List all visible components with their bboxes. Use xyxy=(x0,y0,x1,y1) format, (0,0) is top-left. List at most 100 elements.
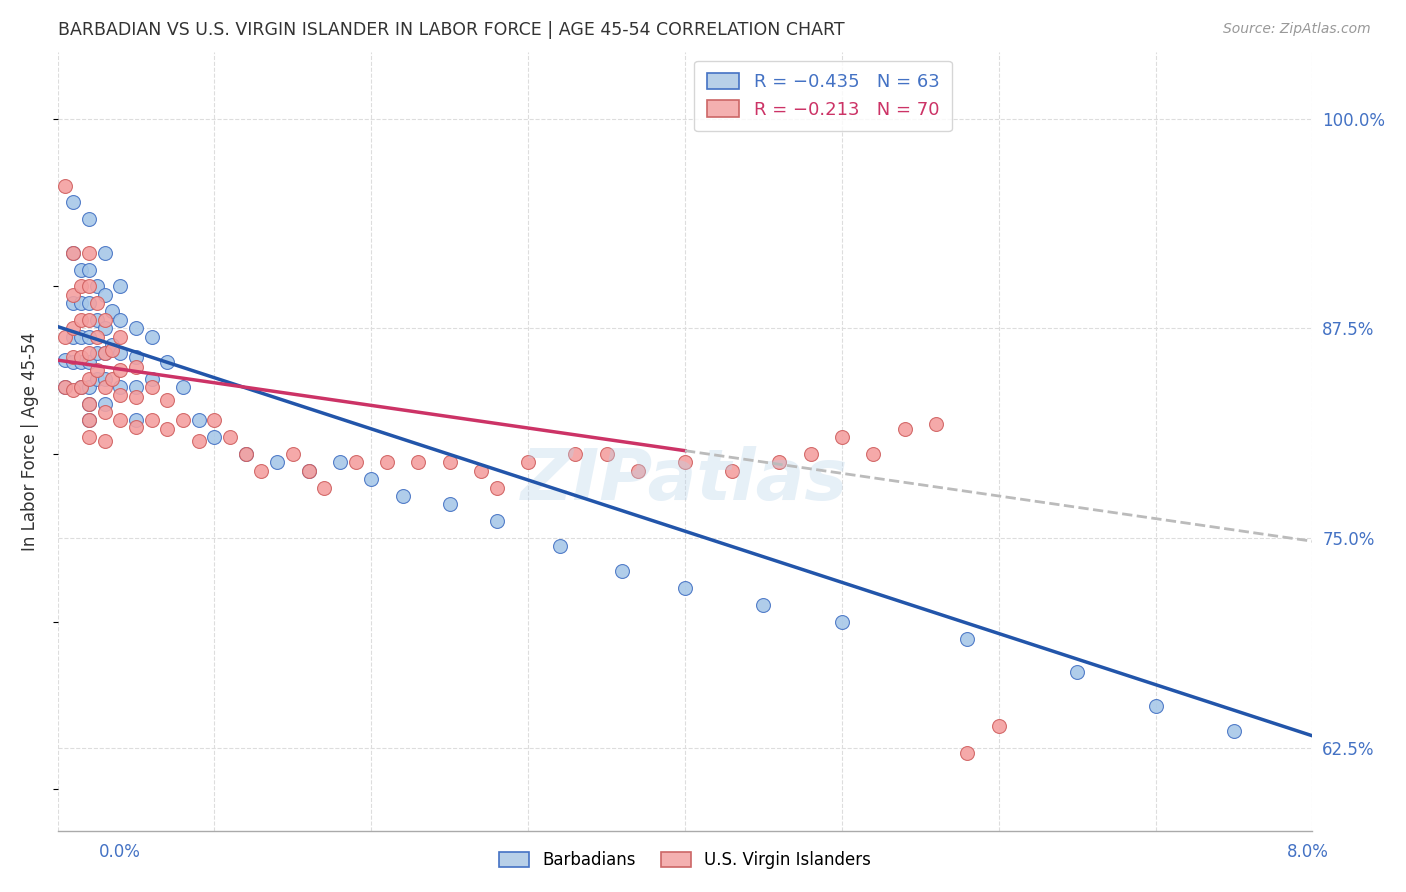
Point xyxy=(55,178,77,193)
Point xyxy=(93,397,115,411)
Point xyxy=(141,371,163,385)
Point xyxy=(77,397,100,411)
Point xyxy=(375,455,398,469)
Point xyxy=(752,598,775,612)
Point xyxy=(344,455,367,469)
Point xyxy=(156,355,179,369)
Point xyxy=(627,464,650,478)
Point xyxy=(77,397,100,411)
Point xyxy=(893,422,915,436)
Point xyxy=(125,420,148,434)
Point xyxy=(110,413,132,427)
Point xyxy=(101,343,124,357)
Point xyxy=(93,371,115,385)
Point xyxy=(77,262,100,277)
Point xyxy=(93,346,115,360)
Point xyxy=(314,481,336,495)
Point xyxy=(612,565,634,579)
Point xyxy=(172,380,194,394)
Point xyxy=(93,245,115,260)
Point xyxy=(93,405,115,419)
Point xyxy=(86,279,108,293)
Point xyxy=(101,338,124,352)
Point xyxy=(156,393,179,408)
Point xyxy=(110,313,132,327)
Point xyxy=(125,413,148,427)
Text: BARBADIAN VS U.S. VIRGIN ISLANDER IN LABOR FORCE | AGE 45-54 CORRELATION CHART: BARBADIAN VS U.S. VIRGIN ISLANDER IN LAB… xyxy=(58,21,844,39)
Point xyxy=(62,384,84,398)
Point xyxy=(517,455,540,469)
Point xyxy=(141,380,163,394)
Point xyxy=(77,329,100,343)
Point xyxy=(110,363,132,377)
Point xyxy=(831,430,853,444)
Point xyxy=(70,296,93,310)
Point xyxy=(70,329,93,343)
Point xyxy=(266,455,288,469)
Point xyxy=(297,464,319,478)
Point xyxy=(70,262,93,277)
Point xyxy=(86,296,108,310)
Point xyxy=(77,413,100,427)
Text: 8.0%: 8.0% xyxy=(1286,843,1329,861)
Point xyxy=(62,355,84,369)
Point xyxy=(125,359,148,374)
Point xyxy=(77,313,100,327)
Point xyxy=(391,489,413,503)
Point xyxy=(956,746,979,760)
Point xyxy=(93,321,115,335)
Point xyxy=(1144,698,1167,713)
Point xyxy=(93,313,115,327)
Text: ZIPatlas: ZIPatlas xyxy=(522,446,849,515)
Point xyxy=(235,447,257,461)
Text: 0.0%: 0.0% xyxy=(98,843,141,861)
Point xyxy=(77,212,100,227)
Point xyxy=(1223,723,1246,738)
Point xyxy=(93,287,115,301)
Point xyxy=(62,245,84,260)
Point xyxy=(62,245,84,260)
Point xyxy=(470,464,492,478)
Point xyxy=(77,346,100,360)
Point xyxy=(485,514,508,528)
Point xyxy=(86,371,108,385)
Point xyxy=(329,455,352,469)
Point xyxy=(86,329,108,343)
Point xyxy=(172,413,194,427)
Point xyxy=(55,380,77,394)
Point xyxy=(925,417,948,431)
Point xyxy=(55,329,77,343)
Point xyxy=(125,380,148,394)
Point xyxy=(862,447,884,461)
Point xyxy=(204,430,226,444)
Point xyxy=(93,380,115,394)
Legend: Barbadians, U.S. Virgin Islanders: Barbadians, U.S. Virgin Islanders xyxy=(491,843,879,878)
Point xyxy=(485,481,508,495)
Point xyxy=(77,371,100,385)
Point xyxy=(439,497,461,511)
Point xyxy=(956,632,979,646)
Point xyxy=(62,329,84,343)
Point xyxy=(110,329,132,343)
Point xyxy=(125,350,148,364)
Point xyxy=(187,413,209,427)
Point xyxy=(219,430,242,444)
Point xyxy=(55,380,77,394)
Point xyxy=(204,413,226,427)
Point xyxy=(799,447,821,461)
Point xyxy=(70,279,93,293)
Point xyxy=(439,455,461,469)
Y-axis label: In Labor Force | Age 45-54: In Labor Force | Age 45-54 xyxy=(21,332,39,551)
Point xyxy=(673,581,696,595)
Point xyxy=(595,447,617,461)
Text: Source: ZipAtlas.com: Source: ZipAtlas.com xyxy=(1223,22,1371,37)
Point xyxy=(721,464,744,478)
Point xyxy=(77,413,100,427)
Point xyxy=(101,304,124,318)
Point xyxy=(101,371,124,385)
Point xyxy=(548,539,571,553)
Point xyxy=(77,245,100,260)
Point xyxy=(70,313,93,327)
Point xyxy=(93,346,115,360)
Point xyxy=(408,455,430,469)
